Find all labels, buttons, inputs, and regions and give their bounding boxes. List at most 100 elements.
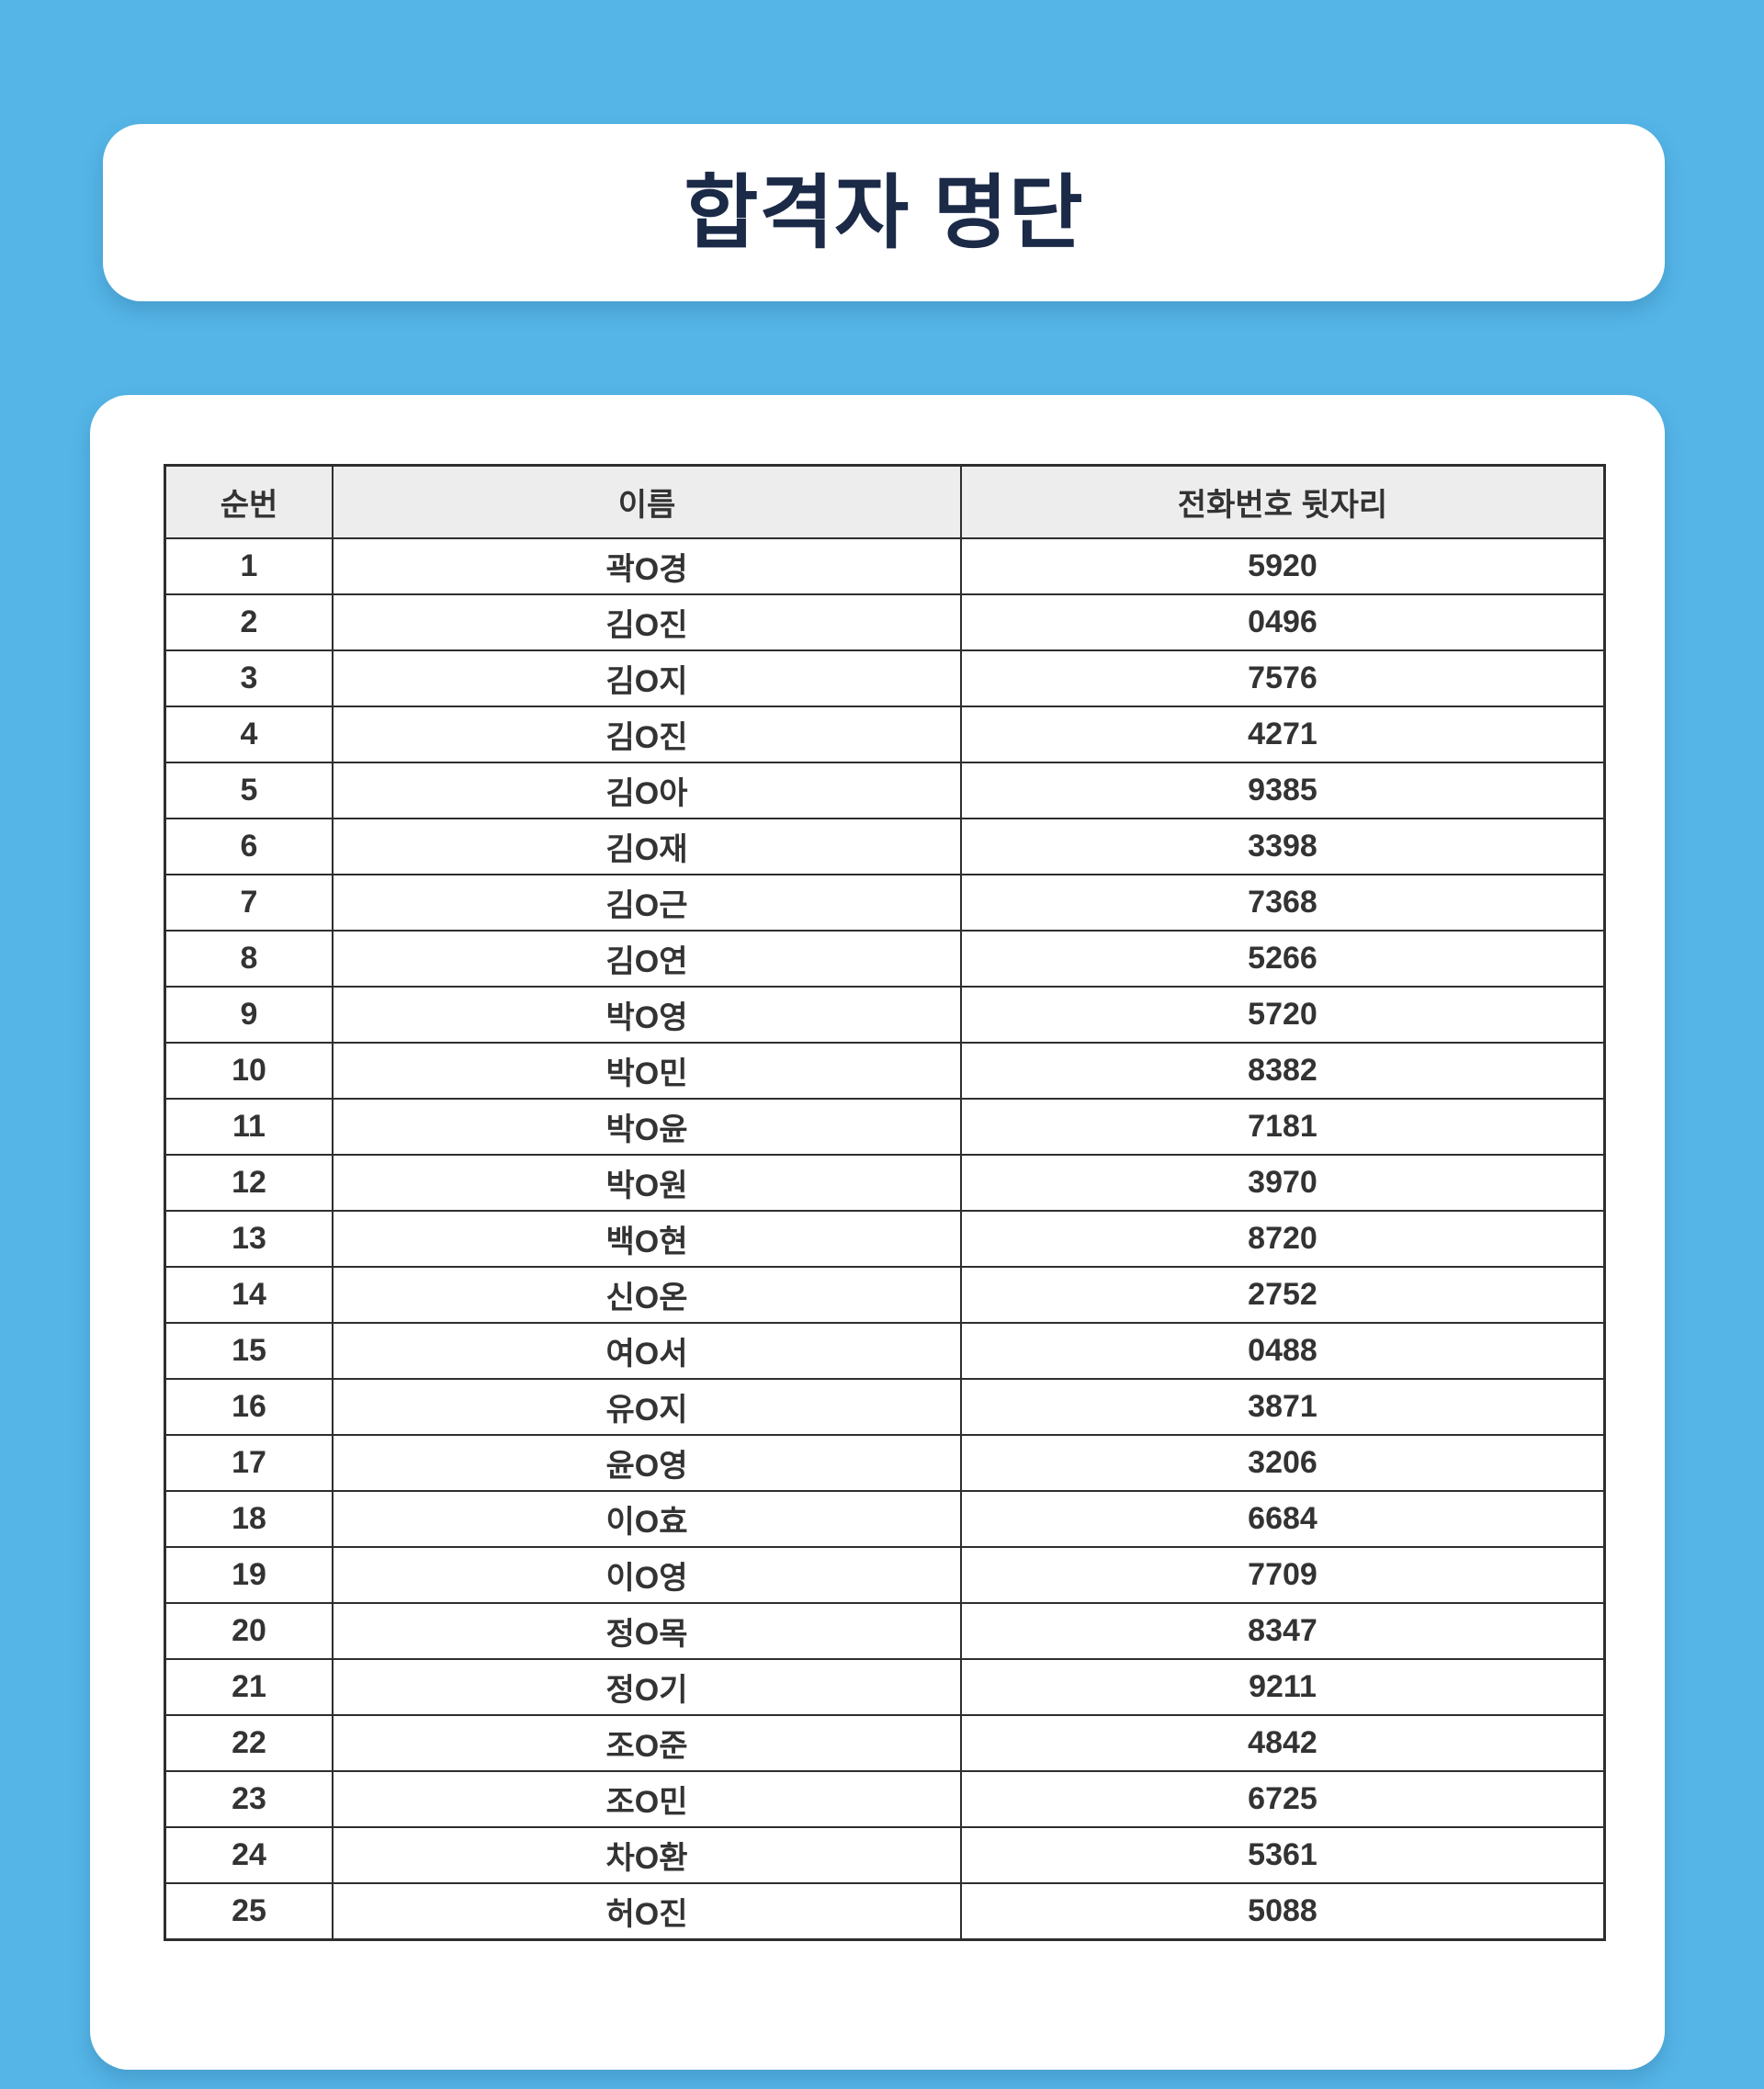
header-phone-last-digits: 전화번호 뒷자리 bbox=[960, 464, 1606, 539]
row-number-cell: 12 bbox=[164, 1154, 334, 1212]
table-row: 24 차O환 5361 bbox=[164, 1826, 1606, 1884]
phone-cell: 3970 bbox=[960, 1154, 1606, 1212]
row-number-cell: 4 bbox=[164, 706, 334, 763]
phone-cell: 9385 bbox=[960, 762, 1606, 819]
table-row: 6 김O재 3398 bbox=[164, 818, 1606, 875]
phone-cell: 8382 bbox=[960, 1042, 1606, 1100]
name-cell: 김O진 bbox=[332, 706, 962, 763]
phone-cell: 7709 bbox=[960, 1546, 1606, 1604]
name-cell: 박O영 bbox=[332, 986, 962, 1044]
table-row: 5 김O아 9385 bbox=[164, 762, 1606, 819]
table-row: 16 유O지 3871 bbox=[164, 1378, 1606, 1436]
name-cell: 곽O경 bbox=[332, 537, 962, 595]
phone-cell: 5361 bbox=[960, 1826, 1606, 1884]
page-title: 합격자 명단 bbox=[684, 166, 1084, 258]
table-row: 7 김O근 7368 bbox=[164, 874, 1606, 932]
name-cell: 이O영 bbox=[332, 1546, 962, 1604]
name-cell: 김O아 bbox=[332, 762, 962, 819]
phone-cell: 7368 bbox=[960, 874, 1606, 932]
table-row: 12 박O원 3970 bbox=[164, 1154, 1606, 1212]
table-body: 1 곽O경 5920 2 김O진 0496 3 김O지 7576 4 김O진 4… bbox=[164, 537, 1606, 1941]
phone-cell: 7576 bbox=[960, 649, 1606, 707]
table-row: 11 박O윤 7181 bbox=[164, 1098, 1606, 1156]
name-cell: 김O재 bbox=[332, 818, 962, 875]
table-row: 22 조O준 4842 bbox=[164, 1714, 1606, 1772]
row-number-cell: 22 bbox=[164, 1714, 334, 1772]
name-cell: 유O지 bbox=[332, 1378, 962, 1436]
passers-table: 순번 이름 전화번호 뒷자리 1 곽O경 5920 2 김O진 0496 3 김… bbox=[164, 464, 1606, 1941]
phone-cell: 0488 bbox=[960, 1322, 1606, 1380]
name-cell: 신O온 bbox=[332, 1266, 962, 1324]
table-row: 15 여O서 0488 bbox=[164, 1322, 1606, 1380]
row-number-cell: 8 bbox=[164, 930, 334, 988]
row-number-cell: 3 bbox=[164, 649, 334, 707]
phone-cell: 2752 bbox=[960, 1266, 1606, 1324]
name-cell: 차O환 bbox=[332, 1826, 962, 1884]
table-row: 3 김O지 7576 bbox=[164, 649, 1606, 707]
name-cell: 김O진 bbox=[332, 593, 962, 651]
title-card: 합격자 명단 bbox=[103, 124, 1665, 301]
name-cell: 정O기 bbox=[332, 1658, 962, 1716]
phone-cell: 9211 bbox=[960, 1658, 1606, 1716]
row-number-cell: 1 bbox=[164, 537, 334, 595]
phone-cell: 6684 bbox=[960, 1490, 1606, 1548]
table-header-row: 순번 이름 전화번호 뒷자리 bbox=[164, 464, 1606, 539]
row-number-cell: 14 bbox=[164, 1266, 334, 1324]
table-row: 2 김O진 0496 bbox=[164, 593, 1606, 651]
phone-cell: 5088 bbox=[960, 1882, 1606, 1941]
name-cell: 허O진 bbox=[332, 1882, 962, 1941]
phone-cell: 5720 bbox=[960, 986, 1606, 1044]
row-number-cell: 23 bbox=[164, 1770, 334, 1828]
table-row: 17 윤O영 3206 bbox=[164, 1434, 1606, 1492]
phone-cell: 3398 bbox=[960, 818, 1606, 875]
table-row: 25 허O진 5088 bbox=[164, 1882, 1606, 1941]
row-number-cell: 2 bbox=[164, 593, 334, 651]
phone-cell: 4271 bbox=[960, 706, 1606, 763]
table-row: 14 신O온 2752 bbox=[164, 1266, 1606, 1324]
name-cell: 정O목 bbox=[332, 1602, 962, 1660]
table-row: 18 이O효 6684 bbox=[164, 1490, 1606, 1548]
name-cell: 박O원 bbox=[332, 1154, 962, 1212]
row-number-cell: 15 bbox=[164, 1322, 334, 1380]
row-number-cell: 25 bbox=[164, 1882, 334, 1941]
name-cell: 여O서 bbox=[332, 1322, 962, 1380]
table-row: 4 김O진 4271 bbox=[164, 706, 1606, 763]
name-cell: 조O민 bbox=[332, 1770, 962, 1828]
table-row: 21 정O기 9211 bbox=[164, 1658, 1606, 1716]
phone-cell: 6725 bbox=[960, 1770, 1606, 1828]
name-cell: 이O효 bbox=[332, 1490, 962, 1548]
row-number-cell: 9 bbox=[164, 986, 334, 1044]
row-number-cell: 21 bbox=[164, 1658, 334, 1716]
phone-cell: 3206 bbox=[960, 1434, 1606, 1492]
row-number-cell: 18 bbox=[164, 1490, 334, 1548]
header-number: 순번 bbox=[164, 464, 334, 539]
row-number-cell: 13 bbox=[164, 1210, 334, 1268]
name-cell: 박O윤 bbox=[332, 1098, 962, 1156]
name-cell: 김O연 bbox=[332, 930, 962, 988]
row-number-cell: 6 bbox=[164, 818, 334, 875]
phone-cell: 5920 bbox=[960, 537, 1606, 595]
name-cell: 윤O영 bbox=[332, 1434, 962, 1492]
row-number-cell: 7 bbox=[164, 874, 334, 932]
row-number-cell: 17 bbox=[164, 1434, 334, 1492]
name-cell: 백O현 bbox=[332, 1210, 962, 1268]
table-row: 9 박O영 5720 bbox=[164, 986, 1606, 1044]
phone-cell: 4842 bbox=[960, 1714, 1606, 1772]
row-number-cell: 5 bbox=[164, 762, 334, 819]
row-number-cell: 20 bbox=[164, 1602, 334, 1660]
name-cell: 조O준 bbox=[332, 1714, 962, 1772]
row-number-cell: 16 bbox=[164, 1378, 334, 1436]
table-row: 23 조O민 6725 bbox=[164, 1770, 1606, 1828]
table-row: 13 백O현 8720 bbox=[164, 1210, 1606, 1268]
phone-cell: 8347 bbox=[960, 1602, 1606, 1660]
phone-cell: 5266 bbox=[960, 930, 1606, 988]
row-number-cell: 24 bbox=[164, 1826, 334, 1884]
list-card: 순번 이름 전화번호 뒷자리 1 곽O경 5920 2 김O진 0496 3 김… bbox=[90, 395, 1665, 2070]
phone-cell: 7181 bbox=[960, 1098, 1606, 1156]
phone-cell: 0496 bbox=[960, 593, 1606, 651]
table-row: 20 정O목 8347 bbox=[164, 1602, 1606, 1660]
table-row: 8 김O연 5266 bbox=[164, 930, 1606, 988]
table-row: 19 이O영 7709 bbox=[164, 1546, 1606, 1604]
name-cell: 김O지 bbox=[332, 649, 962, 707]
